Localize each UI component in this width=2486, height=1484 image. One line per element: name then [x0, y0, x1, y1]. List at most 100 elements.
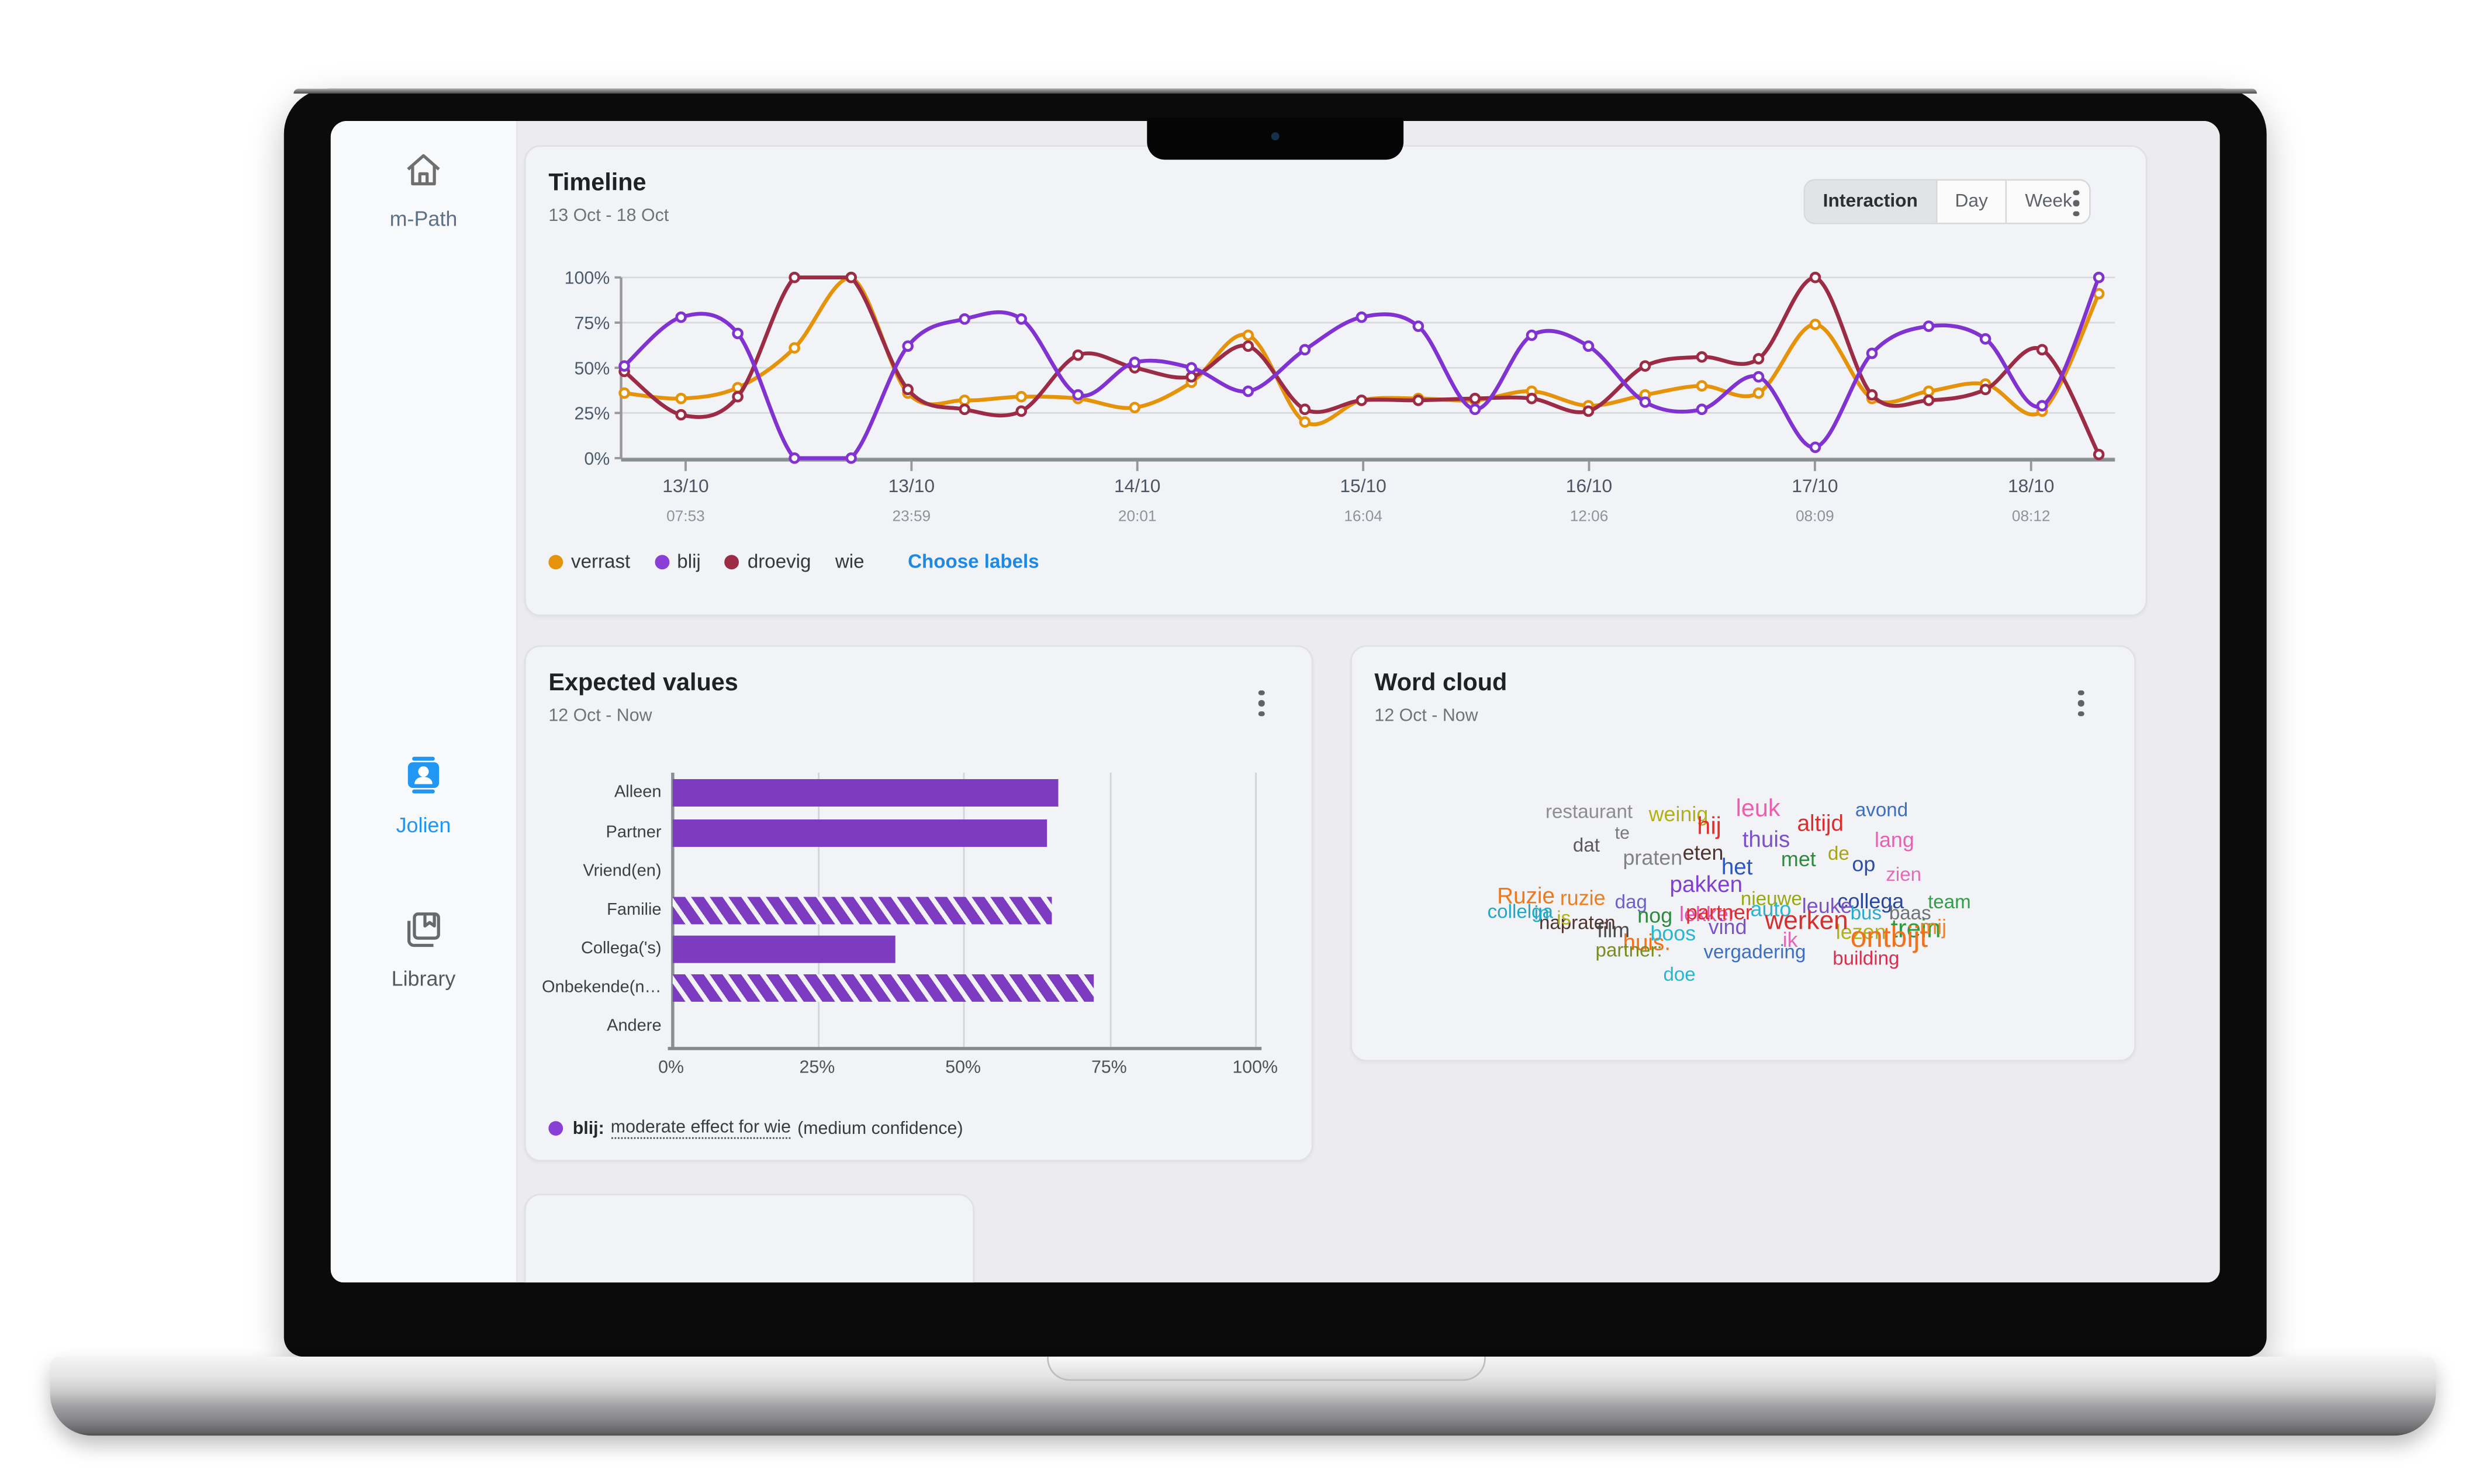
main-content: Timeline 13 Oct - 18 Oct Interaction Day…	[516, 120, 2220, 1283]
timeline-menu-kebab-icon[interactable]	[2062, 185, 2091, 221]
wordcloud-word: avond	[1855, 798, 1908, 821]
wordcloud-word: building	[1832, 947, 1900, 970]
x-axis-tick: 0%	[658, 1058, 684, 1078]
wordcloud-word: te	[1614, 824, 1630, 844]
wordcloud-word: vergadering	[1703, 940, 1806, 963]
wordcloud-word: boos	[1650, 921, 1696, 946]
svg-text:12:06: 12:06	[1570, 507, 1609, 524]
svg-text:08:12: 08:12	[2012, 507, 2051, 524]
x-axis-tick: 25%	[799, 1058, 835, 1078]
wordcloud-word: nieuwe	[1740, 887, 1802, 910]
data-point	[1072, 389, 1084, 401]
wordcloud-word: dag	[1614, 890, 1647, 914]
word-cloud-title: Word cloud	[1374, 669, 1507, 697]
laptop-base	[50, 1357, 2436, 1436]
data-point	[1185, 371, 1198, 383]
data-point	[1752, 387, 1765, 399]
wordcloud-word: mij	[1920, 914, 1947, 939]
sidebar-item-label: Jolien	[396, 812, 451, 838]
series-line-blij	[622, 275, 2101, 461]
data-point	[732, 390, 744, 403]
sidebar-item-jolien[interactable]: Jolien	[396, 752, 451, 837]
svg-text:16:04: 16:04	[1344, 507, 1382, 524]
data-point	[1299, 403, 1311, 416]
data-point	[789, 452, 800, 464]
wordcloud-word: pakken	[1669, 871, 1743, 897]
data-point	[1129, 357, 1141, 368]
svg-text:18/10: 18/10	[2008, 475, 2054, 496]
laptop-lid-groove	[1047, 1357, 1486, 1381]
data-point	[1469, 403, 1481, 416]
svg-text:25%: 25%	[575, 404, 610, 424]
word-cloud-menu-kebab-icon[interactable]	[2066, 686, 2096, 721]
data-point	[1866, 347, 1878, 359]
laptop-notch	[1147, 117, 1404, 160]
svg-text:23:59: 23:59	[893, 507, 931, 524]
wordcloud-word: partner:	[1595, 939, 1662, 961]
wordcloud-word: eten	[1682, 840, 1724, 865]
wordcloud-word: Ruzie	[1497, 882, 1555, 908]
data-point	[2036, 344, 2048, 356]
data-point	[1526, 329, 1538, 341]
wordcloud-word: nog	[1637, 903, 1673, 928]
data-point	[1809, 319, 1821, 330]
wordcloud-word: altijd	[1797, 810, 1844, 836]
wordcloud-word: doe	[1663, 963, 1696, 986]
data-point	[1923, 320, 1935, 332]
expected-values-bar-chart: 0% 25% 50% 75% 100% Alleen Partner Vriend(en) Fa…	[526, 647, 1312, 1160]
sidebar-item-home[interactable]: m-Path	[389, 148, 458, 231]
wordcloud-word: ik	[1782, 927, 1798, 952]
sidebar-brand-label: m-Path	[389, 206, 458, 231]
view-button-day[interactable]: Day	[1937, 181, 2008, 223]
wordcloud-word: dat	[1572, 833, 1600, 857]
svg-text:13/10: 13/10	[662, 475, 708, 496]
screen-content: m-Path Jolien	[330, 120, 2220, 1283]
wordcloud-word: ruzie	[1560, 885, 1606, 910]
legend-item: droevig	[725, 550, 811, 573]
bar-category-label: Partner	[606, 822, 662, 842]
legend-item: wie	[835, 550, 865, 573]
data-point	[902, 340, 914, 352]
svg-text:20:01: 20:01	[1118, 507, 1157, 524]
data-point	[902, 383, 914, 396]
data-point	[1696, 380, 1708, 392]
data-point	[1639, 360, 1651, 372]
data-point	[1129, 402, 1141, 414]
data-point	[959, 395, 971, 406]
view-button-interaction[interactable]: Interaction	[1805, 181, 1938, 223]
timeline-card: Timeline 13 Oct - 18 Oct Interaction Day…	[524, 145, 2148, 617]
data-point	[2093, 271, 2105, 283]
bar-category-label: Familie	[607, 900, 662, 920]
svg-text:100%: 100%	[565, 269, 610, 288]
wordcloud-word: het	[1721, 853, 1753, 880]
data-point	[1242, 329, 1254, 341]
wordcloud-word: hij	[1697, 812, 1721, 840]
legend-series-label: blij:	[572, 1118, 604, 1139]
expected-values-card: Expected values 12 Oct - Now 0% 25% 50% 75%…	[524, 645, 1313, 1162]
data-point	[1752, 371, 1765, 383]
data-point	[1696, 351, 1708, 363]
data-point	[1412, 320, 1424, 332]
wordcloud-word: ontbijt	[1850, 921, 1928, 954]
wordcloud-word: baas	[1889, 901, 1931, 925]
data-point	[618, 387, 630, 399]
wordcloud-word: leuke	[1802, 893, 1852, 918]
webcam-icon	[1271, 132, 1280, 141]
legend-item: blij	[654, 550, 701, 573]
legend-dot	[548, 1121, 563, 1136]
svg-text:07:53: 07:53	[666, 507, 705, 524]
sidebar-item-library[interactable]: Library	[392, 908, 455, 991]
data-point	[1866, 389, 1878, 401]
expected-values-menu-kebab-icon[interactable]	[1247, 686, 1276, 721]
word-cloud-words: restaurant weinig hij leuk altijd avond dat te p…	[1352, 647, 2135, 1060]
timeline-line-chart: 100% 75% 50% 25% 0% 13/10 07:53 13/10 23:59 14/10…	[565, 269, 2115, 524]
svg-text:08:09: 08:09	[1796, 507, 1834, 524]
data-point	[1356, 395, 1368, 406]
data-point	[1582, 405, 1595, 417]
legend-effect-text[interactable]: moderate effect for wie	[610, 1118, 791, 1139]
data-point	[845, 452, 857, 464]
choose-labels-link[interactable]: Choose labels	[908, 550, 1039, 573]
bar	[672, 818, 1047, 846]
data-point	[732, 327, 744, 340]
data-point	[959, 403, 971, 416]
